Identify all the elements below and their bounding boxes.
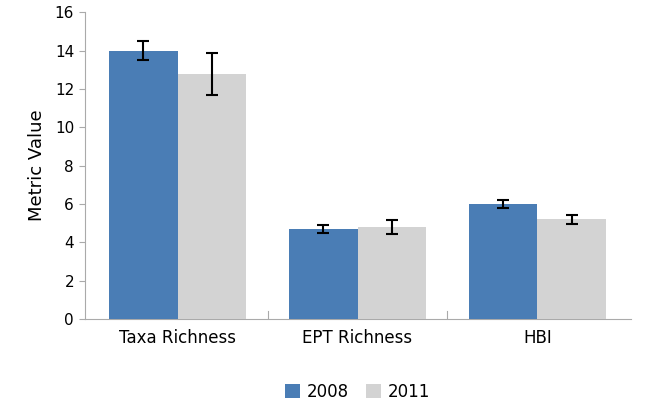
Bar	[358, 227, 426, 319]
Bar	[109, 51, 177, 319]
Bar	[469, 204, 538, 319]
Legend: 2008, 2011: 2008, 2011	[285, 382, 430, 400]
Y-axis label: Metric Value: Metric Value	[29, 110, 46, 221]
Bar	[177, 74, 246, 319]
Bar	[289, 229, 358, 319]
Bar	[538, 219, 606, 319]
